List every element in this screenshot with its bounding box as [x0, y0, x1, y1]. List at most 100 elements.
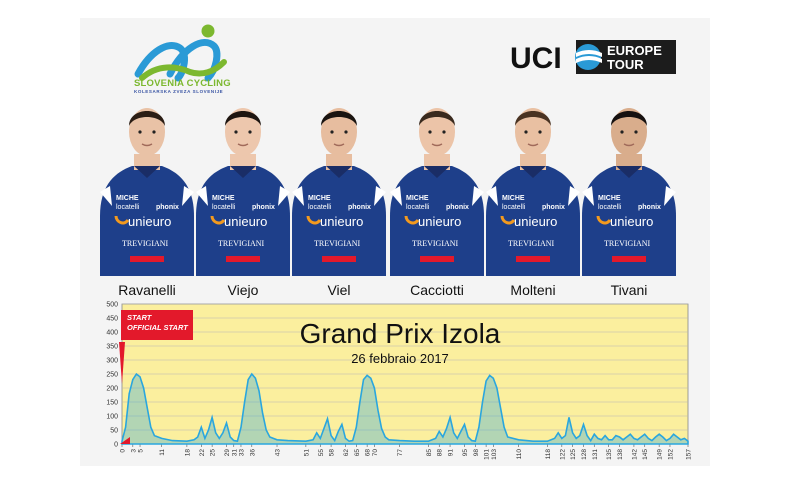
x-tick-label: 58: [329, 449, 336, 457]
x-tick-label: 103: [491, 449, 498, 460]
uci-letters: UCI: [510, 42, 562, 74]
jersey-brand-locatelli: locatelli: [212, 204, 236, 211]
jersey-brand-unieuro: unieuro: [320, 214, 363, 229]
x-tick-label: 51: [303, 449, 310, 457]
elevation-point: [673, 433, 674, 435]
jersey-brand-trevigiani: TREVIGIANI: [122, 239, 169, 248]
rider-name: Viejo: [227, 282, 259, 298]
rider-name: Cacciotti: [410, 282, 464, 298]
jersey-brand-phonix: phonix: [446, 204, 469, 211]
elevation-profile-area: [121, 372, 689, 445]
elevation-point: [352, 440, 354, 441]
elevation-point: [240, 426, 242, 428]
y-tick-label: 400: [106, 330, 118, 337]
elevation-point: [500, 407, 501, 408]
elevation-point: [684, 438, 685, 439]
elevation-point: [200, 426, 202, 428]
elevation-point: [413, 440, 415, 442]
x-tick-label: 131: [592, 449, 599, 460]
elevation-point: [629, 433, 631, 435]
jersey-brand-trevigiani: TREVIGIANI: [314, 239, 361, 248]
elevation-point: [626, 436, 628, 438]
elevation-point: [128, 393, 130, 394]
x-tick-label: 25: [210, 449, 217, 457]
elevation-point: [601, 439, 602, 441]
elevation-point: [640, 436, 642, 438]
jersey-brand-locatelli: locatelli: [502, 204, 526, 211]
x-tick-label: 0: [120, 449, 127, 453]
slovenia-cycling-logo: [134, 24, 227, 82]
x-tick-label: 77: [397, 449, 404, 457]
elevation-point: [265, 429, 267, 431]
y-tick-label: 150: [106, 400, 118, 407]
x-tick-label: 98: [473, 449, 480, 457]
rider-photo: MICHE locatelli phonix unieuro TREVIGIANI: [578, 96, 680, 276]
jersey-brand-miche: MICHE: [212, 195, 235, 202]
jersey-brand-locatelli: locatelli: [406, 204, 430, 211]
elevation-point: [655, 436, 656, 438]
elevation-point: [611, 439, 613, 441]
elevation-point: [146, 407, 148, 408]
elevation-point: [348, 440, 350, 442]
elevation-point: [518, 439, 519, 441]
jersey-brand-phonix: phonix: [348, 204, 371, 211]
x-tick-label: 36: [249, 449, 256, 457]
elevation-point: [608, 439, 610, 441]
elevation-point: [204, 438, 206, 439]
elevation-point: [312, 439, 314, 441]
x-tick-label: 88: [437, 449, 444, 457]
jersey-brand-miche: MICHE: [598, 195, 621, 202]
elevation-point: [428, 440, 429, 442]
start-label: START: [127, 313, 152, 322]
elevation-point: [305, 440, 307, 442]
elevation-point: [377, 410, 379, 411]
jersey-brand-miche: MICHE: [502, 195, 525, 202]
elevation-point: [276, 439, 278, 441]
rider-name: Molteni: [510, 282, 556, 298]
organizer-subtitle: KOLESARSKA ZVEZA SLOVENIJE: [134, 89, 224, 94]
jersey-brand-trevigiani: TREVIGIANI: [412, 239, 459, 248]
x-tick-label: 18: [184, 449, 191, 457]
x-tick-label: 149: [657, 449, 664, 460]
jersey-brand-unieuro: unieuro: [418, 214, 461, 229]
rider-name: Viel: [327, 282, 351, 298]
start-flag: [120, 437, 130, 444]
x-tick-label: 145: [642, 449, 649, 460]
elevation-point: [136, 373, 137, 375]
elevation-point: [565, 435, 566, 436]
elevation-point: [334, 440, 336, 441]
elevation-point: [489, 375, 491, 376]
jersey-brand-miche: MICHE: [116, 195, 139, 202]
jersey-brand-phonix: phonix: [252, 204, 275, 211]
elevation-point: [125, 426, 126, 428]
jersey-brand-miche: MICHE: [406, 195, 429, 202]
x-tick-label: 125: [570, 449, 577, 460]
elevation-point: [384, 436, 386, 438]
y-tick-label: 450: [106, 316, 118, 323]
x-tick-label: 118: [545, 449, 552, 460]
jersey-brand-locatelli: locatelli: [598, 204, 622, 211]
elevation-point: [327, 418, 328, 420]
elevation-point: [215, 432, 217, 434]
y-tick-label: 100: [106, 414, 118, 421]
x-tick-label: 68: [365, 449, 372, 457]
rider-illustration: MICHE locatelli phonix unieuro TREVIGIANI: [292, 108, 386, 276]
elevation-point: [651, 440, 653, 441]
elevation-point: [637, 439, 638, 441]
elevation-point: [532, 440, 534, 442]
rider-photo: MICHE locatelli phonix unieuro TREVIGIANI: [288, 96, 390, 276]
elevation-point: [676, 436, 678, 438]
elevation-point: [247, 379, 249, 380]
y-tick-label: 200: [106, 386, 118, 393]
elevation-point: [370, 377, 372, 379]
elevation-point: [139, 376, 141, 378]
jersey-brand-unieuro: unieuro: [224, 214, 267, 229]
uci-tour-line2: TOUR: [607, 57, 644, 72]
elevation-point: [662, 436, 664, 438]
elevation-point: [388, 439, 390, 441]
elevation-point: [471, 440, 473, 441]
y-tick-label: 0: [114, 442, 118, 449]
x-tick-label: 138: [617, 449, 624, 460]
elevation-point: [590, 440, 592, 441]
